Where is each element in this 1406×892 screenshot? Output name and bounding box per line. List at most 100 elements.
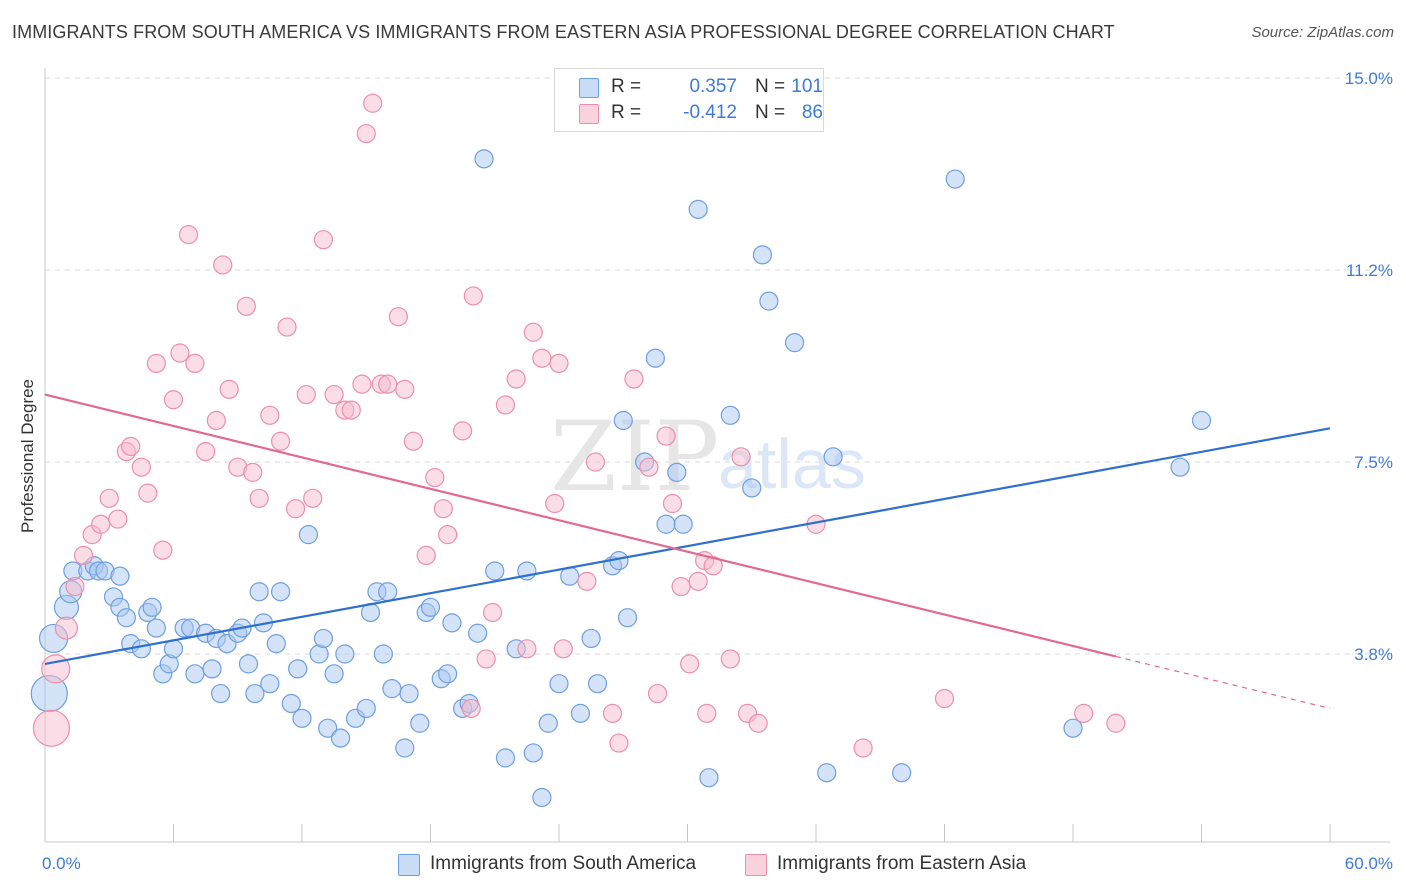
y-tick-label: 7.5% (1354, 453, 1393, 472)
data-point (399, 683, 419, 704)
data-point (378, 374, 398, 394)
data-point (523, 322, 543, 342)
watermark-zip: ZIP (550, 401, 719, 513)
data-point (330, 728, 351, 748)
data-point (416, 545, 436, 566)
data-point (249, 582, 269, 602)
data-point (335, 644, 355, 664)
data-point (403, 431, 423, 451)
data-point (495, 395, 516, 415)
data-point (549, 674, 569, 694)
data-point (823, 447, 843, 467)
legend-label-south-america: Immigrants from South America (430, 853, 697, 874)
pink-swatch (579, 104, 599, 124)
data-point (720, 405, 740, 425)
data-point (243, 462, 263, 482)
data-point (609, 733, 629, 753)
y-tick-label: 3.8% (1354, 645, 1393, 664)
data-point (260, 405, 280, 425)
data-point (688, 571, 708, 591)
data-point (32, 709, 71, 747)
data-point (266, 634, 286, 654)
data-point (656, 514, 676, 534)
data-point (108, 509, 128, 529)
y-axis-label: Professional Degree (18, 378, 37, 534)
data-point (420, 597, 441, 617)
data-point (662, 493, 683, 514)
data-point (41, 654, 71, 684)
data-point (249, 488, 269, 508)
legend-label-eastern-asia: Immigrants from Eastern Asia (777, 853, 1027, 874)
data-point (131, 639, 151, 659)
data-point (238, 654, 259, 674)
trend-lines (44, 393, 1331, 710)
data-point (91, 514, 111, 534)
data-point (549, 353, 569, 374)
blue-n-label: N = (755, 76, 786, 97)
data-point (170, 343, 190, 363)
data-point (433, 499, 453, 519)
data-point (945, 169, 965, 189)
data-point (442, 613, 462, 633)
data-point (485, 561, 505, 581)
data-point (1063, 718, 1083, 738)
data-point (645, 348, 665, 368)
data-point (378, 582, 398, 602)
data-point (438, 664, 458, 684)
data-point (277, 317, 297, 337)
data-point (602, 703, 623, 723)
data-point (281, 693, 301, 714)
data-point (688, 199, 708, 219)
data-point (163, 390, 184, 410)
data-point (680, 654, 700, 674)
data-point (463, 286, 483, 306)
data-point (587, 674, 608, 694)
data-point (656, 426, 676, 446)
data-point (759, 291, 779, 311)
data-point (617, 608, 638, 628)
data-point (313, 230, 334, 250)
data-point (438, 525, 458, 545)
data-point (748, 713, 768, 733)
data-point (425, 467, 445, 488)
data-point (292, 708, 312, 728)
data-point (532, 348, 552, 368)
data-point (116, 608, 136, 628)
data-point (410, 713, 430, 733)
data-point (245, 683, 265, 704)
data-point (752, 245, 773, 265)
data-point (538, 713, 558, 733)
data-point (213, 255, 233, 275)
data-point (131, 457, 151, 477)
data-point (474, 149, 494, 169)
data-point (142, 597, 162, 617)
data-point (892, 763, 912, 783)
data-point (185, 353, 205, 374)
data-point (196, 442, 216, 462)
x-tick-label-min: 0.0% (42, 854, 81, 873)
data-point (356, 123, 376, 144)
legend: Immigrants from South America Immigrants… (0, 852, 1406, 878)
data-point (647, 683, 668, 704)
data-point (639, 457, 659, 477)
legend-swatch-pink (745, 854, 767, 876)
data-point (517, 639, 537, 659)
data-point (388, 307, 408, 327)
data-point (236, 296, 256, 316)
data-point (341, 400, 361, 420)
y-tick-label: 11.2% (1346, 261, 1393, 280)
blue-r-value: 0.357 (689, 76, 737, 97)
data-point (202, 659, 222, 679)
data-point (476, 649, 496, 669)
trend-line-south-america (44, 427, 1331, 665)
source-label: Source: ZipAtlas.com (1251, 24, 1394, 41)
data-point (324, 664, 344, 684)
data-point (313, 628, 334, 649)
data-point (720, 649, 740, 669)
data-point (288, 659, 308, 679)
data-point (506, 369, 526, 389)
data-point (585, 452, 606, 472)
data-point (784, 333, 805, 353)
pink-r-label: R = (611, 102, 642, 123)
data-point (817, 763, 837, 783)
